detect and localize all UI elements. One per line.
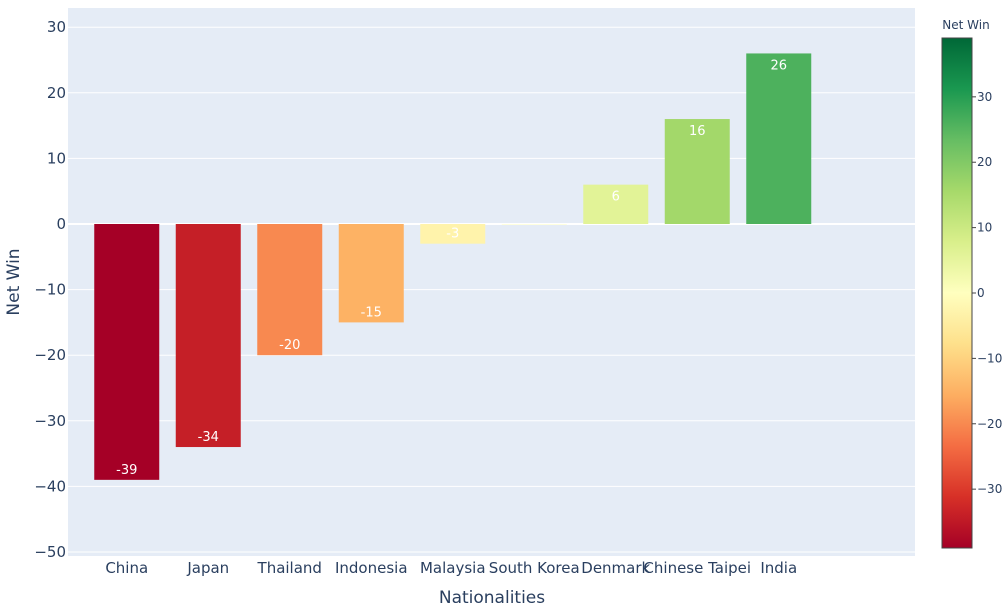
y-tick-label: −20 <box>34 346 66 364</box>
bar-china[interactable] <box>94 224 160 480</box>
data-label: 16 <box>689 124 706 139</box>
colorbar: Net Win 30 20 10 0 −10 −20 −30 <box>941 18 1002 549</box>
x-tick-label: Malaysia <box>420 559 486 577</box>
x-tick-label: China <box>105 559 148 577</box>
colorbar-gradient <box>941 37 973 549</box>
y-tick-label: −30 <box>34 412 66 430</box>
colorbar-tick-label: 20 <box>977 155 992 169</box>
x-tick-label: Denmark <box>581 559 650 577</box>
x-tick-label: Indonesia <box>335 559 408 577</box>
y-tick-label: 20 <box>47 84 66 102</box>
x-tick-label: Thailand <box>257 559 322 577</box>
y-axis-ticks: 30 20 10 0 −10 −20 −30 −40 −50 <box>34 18 66 561</box>
bar-malaysia[interactable] <box>420 224 486 244</box>
colorbar-tick-label: 10 <box>977 221 992 235</box>
bar-chinese-taipei[interactable] <box>664 119 730 224</box>
colorbar-tick-label: 30 <box>977 90 992 104</box>
data-label: -39 <box>116 463 137 478</box>
bar-south-korea[interactable] <box>501 224 567 225</box>
bar-indonesia[interactable] <box>338 224 404 323</box>
x-tick-label: India <box>760 559 797 577</box>
data-label: 6 <box>612 190 620 205</box>
bars <box>94 53 812 480</box>
colorbar-tick-label: −30 <box>977 482 1002 496</box>
data-label: -34 <box>198 430 219 445</box>
y-tick-label: 0 <box>56 215 66 233</box>
bar-india[interactable] <box>746 53 812 224</box>
data-label: -15 <box>361 305 382 320</box>
x-tick-label: Chinese Taipei <box>643 559 751 577</box>
y-tick-label: −50 <box>34 543 66 561</box>
y-axis-title: Net Win <box>4 248 24 315</box>
x-axis-ticks: China Japan Thailand Indonesia Malaysia South… <box>105 559 797 577</box>
data-label: 26 <box>770 58 787 73</box>
y-tick-label: 30 <box>47 18 66 36</box>
colorbar-ticks: 30 20 10 0 −10 −20 −30 <box>972 90 1002 496</box>
colorbar-tick-label: −10 <box>977 351 1002 365</box>
data-label: -20 <box>279 338 300 353</box>
bar-thailand[interactable] <box>257 224 323 356</box>
colorbar-tick-label: −20 <box>977 417 1002 431</box>
colorbar-title: Net Win <box>942 18 989 32</box>
x-tick-label: South Korea <box>489 559 580 577</box>
bar-denmark[interactable] <box>583 184 649 224</box>
colorbar-tick-label: 0 <box>977 286 985 300</box>
x-axis-title: Nationalities <box>439 588 545 608</box>
x-tick-label: Japan <box>186 559 229 577</box>
y-tick-label: −10 <box>34 281 66 299</box>
bar-japan[interactable] <box>175 224 241 448</box>
y-tick-label: −40 <box>34 477 66 495</box>
y-tick-label: 10 <box>47 149 66 167</box>
data-labels: -39 -34 -20 -15 -3 6 16 26 <box>116 58 787 477</box>
data-label: -3 <box>446 227 459 242</box>
